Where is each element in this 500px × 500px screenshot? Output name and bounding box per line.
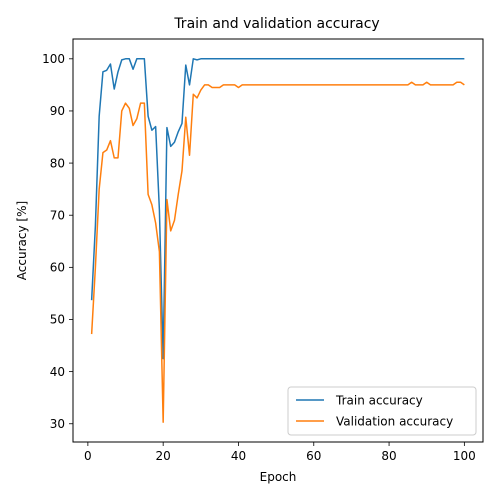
y-tick-label: 100 (42, 52, 65, 66)
y-tick-label: 30 (50, 417, 65, 431)
legend-label-train: Train accuracy (335, 394, 423, 408)
y-tick-label: 40 (50, 365, 65, 379)
series-line-validation (90, 81, 465, 423)
y-axis-label: Accuracy [%] (15, 201, 29, 280)
y-tick-label: 60 (50, 261, 65, 275)
legend: Train accuracy Validation accuracy (287, 386, 477, 436)
y-axis-ticks: 30 40 50 60 70 80 90 100 (42, 52, 73, 431)
x-tick-label: 20 (156, 449, 171, 463)
x-tick-label: 40 (231, 449, 246, 463)
y-tick-label: 90 (50, 104, 65, 118)
legend-box (287, 386, 477, 436)
y-tick-label: 80 (50, 156, 65, 170)
series-line-train (90, 58, 465, 360)
x-tick-label: 80 (381, 449, 396, 463)
y-tick-label: 70 (50, 208, 65, 222)
x-tick-label: 100 (453, 449, 476, 463)
y-tick-label: 50 (50, 313, 65, 327)
x-tick-label: 60 (306, 449, 321, 463)
legend-label-validation: Validation accuracy (336, 415, 453, 429)
chart-title: Train and validation accuracy (173, 16, 379, 32)
x-axis-label: Epoch (260, 470, 297, 484)
x-tick-label: 0 (84, 449, 92, 463)
x-axis-ticks: 0 20 40 60 80 100 (84, 442, 476, 463)
plot-lines (90, 58, 465, 423)
plot-frame (72, 38, 484, 443)
